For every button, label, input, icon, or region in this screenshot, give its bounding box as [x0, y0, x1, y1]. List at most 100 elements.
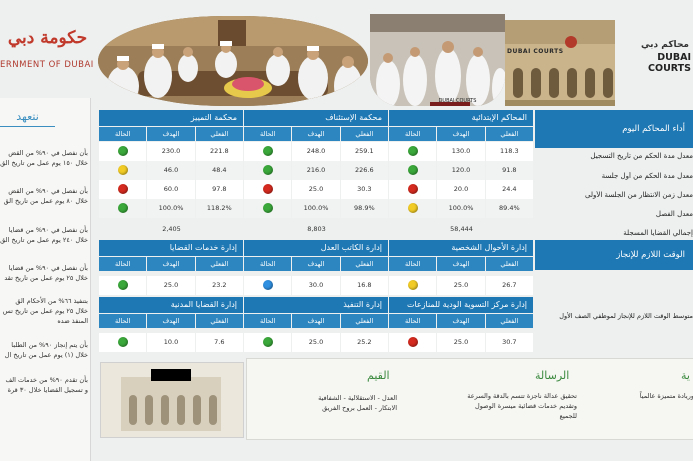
target-value: 20.0 — [437, 180, 485, 199]
time-header: الوقت اللازم للإنجاز — [535, 240, 693, 270]
status-indicator-yellow — [408, 203, 419, 213]
dubai-courts-logo[interactable]: محاكم دبي DUBAI COURTS — [612, 40, 693, 80]
status-indicator-blue — [263, 280, 274, 290]
vision-text: وريادة متميزة عالمياً — [639, 392, 693, 400]
column-header-status: الحالة — [389, 127, 437, 141]
column-header-target: الهدف — [437, 127, 485, 141]
column-header-actual: الفعلي — [195, 314, 243, 328]
pledge-item: بأن نفصل في ٩٠% من قضايا خلال ٢٤٠ يوم عمل… — [0, 226, 88, 244]
actual-value: 89.4% — [485, 199, 533, 218]
target-value: 25.0 — [292, 180, 340, 199]
column-header-target: الهدف — [437, 257, 485, 271]
column-header-status: الحالة — [389, 314, 437, 328]
target-value: 120.0 — [437, 161, 485, 180]
target-value: 25.0 — [147, 276, 195, 295]
building-sign: DUBAI COURTS — [507, 48, 564, 55]
metric-label: معدل مدة الحكم من تاريخ التسجيل — [590, 152, 693, 160]
target-value: 100.0% — [147, 199, 195, 218]
total-cases: 58,444 — [450, 225, 473, 233]
meeting-photo — [98, 16, 368, 106]
column-header-actual: الفعلي — [340, 257, 388, 271]
actual-value: 221.8 — [195, 142, 243, 161]
target-value: 30.0 — [292, 276, 340, 295]
actual-value: 30.3 — [340, 180, 388, 199]
department-header[interactable]: إدارة الكاتب العدل — [244, 240, 388, 256]
department-header[interactable]: إدارة التنفيذ — [244, 297, 388, 313]
column-header-target: الهدف — [292, 314, 340, 328]
column-header-target: الهدف — [147, 314, 195, 328]
column-header-target: الهدف — [147, 257, 195, 271]
time-description: متوسط الوقت اللازم للإنجاز لموظفي الصف ا… — [559, 312, 693, 320]
column-header-target: الهدف — [292, 257, 340, 271]
actual-value: 48.4 — [195, 161, 243, 180]
gov-logo-english: ERNMENT OF DUBAI — [0, 60, 94, 70]
column-header-actual: الفعلي — [485, 257, 533, 271]
status-indicator-green — [263, 337, 274, 347]
column-header-status: الحالة — [389, 257, 437, 271]
column-header-actual: الفعلي — [340, 127, 388, 141]
status-indicator-red — [408, 337, 419, 347]
actual-value: 97.8 — [195, 180, 243, 199]
metric-label: معدل الفصل — [655, 210, 693, 218]
actual-value: 16.8 — [340, 276, 388, 295]
total-cases: 2,405 — [162, 225, 181, 233]
actual-value: 26.7 — [485, 276, 533, 295]
perf-header: أداء المحاكم اليوم — [535, 110, 693, 148]
court-header[interactable]: محكمة الإستئناف — [244, 110, 388, 126]
column-header-actual: الفعلي — [195, 127, 243, 141]
column-header-status: الحالة — [244, 314, 292, 328]
target-value: 230.0 — [147, 142, 195, 161]
status-indicator-green — [118, 203, 129, 213]
courthouse-image — [100, 362, 244, 438]
target-value: 60.0 — [147, 180, 195, 199]
actual-value: 7.6 — [195, 333, 243, 352]
department-header[interactable]: إدارة الأحوال الشخصية — [389, 240, 533, 256]
gov-logo-arabic: حكومة دبي — [7, 28, 88, 48]
metric-label: إجمالي القضايا المسجلة — [623, 229, 693, 237]
column-header-actual: الفعلي — [195, 257, 243, 271]
metric-labels: أداء المحاكم اليوم معدل مدة الحكم من تار… — [535, 104, 693, 352]
column-header-target: الهدف — [147, 127, 195, 141]
column-header-status: الحالة — [99, 257, 147, 271]
status-indicator-green — [408, 165, 419, 175]
values-title: القيم — [367, 369, 390, 382]
status-indicator-green — [118, 280, 129, 290]
status-indicator-red — [118, 184, 129, 194]
court-header[interactable]: المحاكم الإبتدائية — [389, 110, 533, 126]
status-indicator-green — [263, 203, 274, 213]
department-header[interactable]: إدارة خدمات القضايا — [99, 240, 243, 256]
target-value: 100.0% — [292, 199, 340, 218]
metric-label: معدل زمن الانتظار من الجلسة الأولى — [585, 191, 693, 199]
actual-value: 259.1 — [340, 142, 388, 161]
target-value: 248.0 — [292, 142, 340, 161]
status-indicator-yellow — [118, 165, 129, 175]
actual-value: 118.3 — [485, 142, 533, 161]
actual-value: 226.6 — [340, 161, 388, 180]
target-value: 10.0 — [147, 333, 195, 352]
actual-value: 25.2 — [340, 333, 388, 352]
target-value: 25.0 — [437, 333, 485, 352]
department-header[interactable]: إدارة مركز التسوية الودية للمنازعات — [389, 297, 533, 313]
column-header-status: الحالة — [244, 257, 292, 271]
courts-logo-arabic: محاكم دبي — [641, 40, 689, 50]
values-mission-panel: القيم العدل - الاستقلالية - الشفافية الاب… — [246, 358, 693, 440]
mission-text: تحقيق عدالة ناجزة تتسم بالدقة والسرعة وتق… — [467, 392, 577, 420]
status-indicator-green — [118, 146, 129, 156]
total-cases: 8,803 — [307, 225, 326, 233]
court-header[interactable]: محكمة التمييز — [99, 110, 243, 126]
target-value: 130.0 — [437, 142, 485, 161]
column-header-target: الهدف — [292, 127, 340, 141]
status-indicator-red — [263, 184, 274, 194]
status-indicator-green — [263, 146, 274, 156]
column-header-actual: الفعلي — [340, 314, 388, 328]
actual-value: 118.2% — [195, 199, 243, 218]
pledges-panel: نتعهد بأن نفصل في ٩٠% من القض خلال ١٥٠ يو… — [0, 98, 91, 461]
column-header-status: الحالة — [244, 127, 292, 141]
pledges-title-underline — [0, 126, 55, 127]
pledge-item: بأن يتم إنجاز ٩٠% من الطلبا خلال (١) يوم … — [4, 341, 88, 359]
dubai-government-logo[interactable]: حكومة دبي ERNMENT OF DUBAI — [0, 28, 95, 78]
column-header-status: الحالة — [99, 314, 147, 328]
department-header[interactable]: إدارة القضايا المدنية — [99, 297, 243, 313]
actual-value: 91.8 — [485, 161, 533, 180]
banner-courts-text: DUBAI COURTS — [438, 98, 477, 104]
